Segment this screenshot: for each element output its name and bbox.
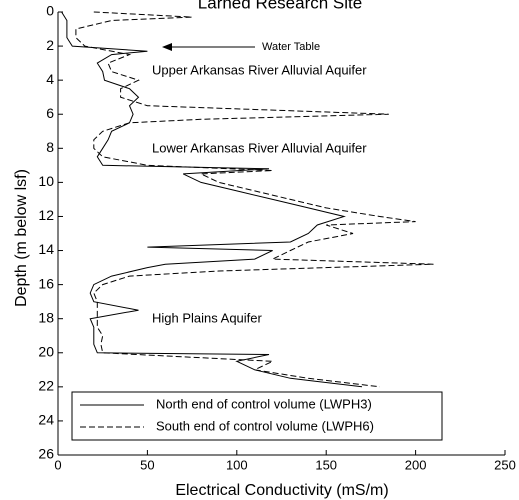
annotation: High Plains Aquifer	[152, 310, 263, 325]
y-tick-label: 12	[38, 207, 54, 223]
y-tick-label: 2	[46, 37, 54, 53]
y-tick-label: 22	[38, 378, 54, 394]
y-tick-label: 26	[38, 446, 54, 462]
x-tick-label: 50	[140, 457, 154, 472]
annotation: Lower Arkansas River Alluvial Aquifer	[152, 140, 367, 155]
annotation: Upper Arkansas River Alluvial Aquifer	[152, 62, 367, 77]
chart-title: Larned Research Site	[198, 0, 362, 12]
legend-box	[71, 391, 443, 441]
profile-line	[61, 11, 363, 388]
y-tick-label: 18	[38, 309, 54, 325]
y-tick-label: 24	[38, 412, 54, 428]
y-tick-label: 16	[38, 275, 54, 291]
x-tick-label: 200	[405, 457, 427, 472]
y-tick-label: 10	[38, 173, 54, 189]
annotation: Water Table	[262, 41, 320, 53]
legend-label: North end of control volume (LWPH3)	[156, 396, 372, 411]
y-tick-label: 6	[46, 105, 54, 121]
y-tick-label: 0	[46, 3, 54, 19]
arrow-head	[162, 43, 172, 51]
y-tick-label: 4	[46, 71, 54, 87]
y-axis-label: Depth (m below lsf)	[13, 169, 30, 307]
x-axis-label: Electrical Conductivity (mS/m)	[175, 482, 388, 499]
y-tick-label: 8	[46, 139, 54, 155]
x-tick-label: 0	[54, 457, 61, 472]
x-tick-label: 150	[315, 457, 337, 472]
profile-line	[75, 11, 434, 388]
y-tick-label: 20	[38, 343, 54, 359]
legend-label: South end of control volume (LWPH6)	[156, 418, 374, 433]
x-tick-label: 250	[494, 457, 516, 472]
x-tick-label: 100	[226, 457, 248, 472]
y-tick-label: 14	[38, 241, 54, 257]
